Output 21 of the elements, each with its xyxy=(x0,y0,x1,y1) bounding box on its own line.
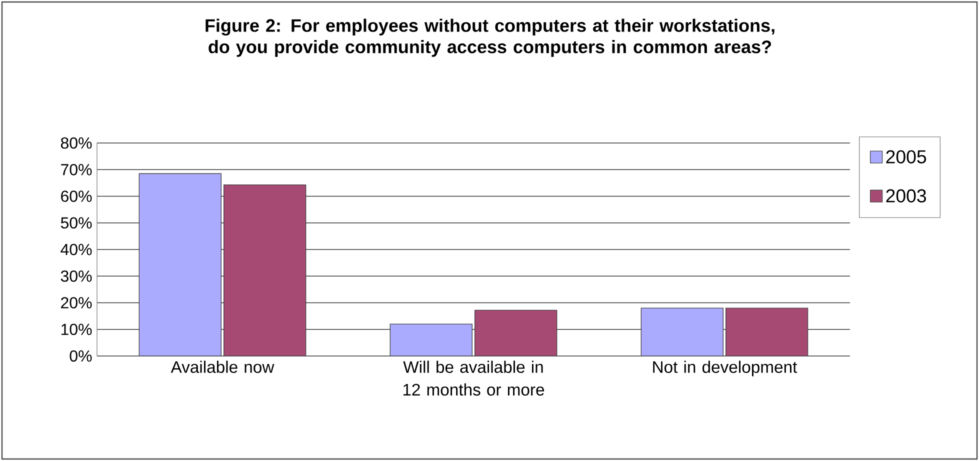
legend-label: 2005 xyxy=(886,150,926,164)
y-tick-label: 60% xyxy=(61,190,92,202)
y-tick-label: 0% xyxy=(70,350,92,362)
bar xyxy=(224,184,306,356)
bar xyxy=(726,308,808,356)
y-tick-label: 50% xyxy=(60,217,92,229)
y-tick-label: 30% xyxy=(60,270,92,282)
legend-label: 2003 xyxy=(886,189,926,202)
x-tick-label: Will be available in 12 months or more xyxy=(403,360,544,396)
y-tick-label: 20% xyxy=(61,297,92,308)
bar xyxy=(474,310,558,356)
y-tick-label: 40% xyxy=(60,244,92,256)
x-tick-label: Available now xyxy=(170,360,274,373)
bar xyxy=(640,308,724,356)
bar xyxy=(390,324,473,356)
bar xyxy=(138,173,222,356)
y-tick-label: 10% xyxy=(61,324,92,336)
x-tick-label: Not in development xyxy=(653,360,798,376)
y-tick-label: 80% xyxy=(60,137,92,149)
chart-title: Figure 2: For employees without computers at their workstations, do you provide community access computers in common areas? xyxy=(206,18,774,57)
y-tick-label: 70% xyxy=(61,164,92,176)
